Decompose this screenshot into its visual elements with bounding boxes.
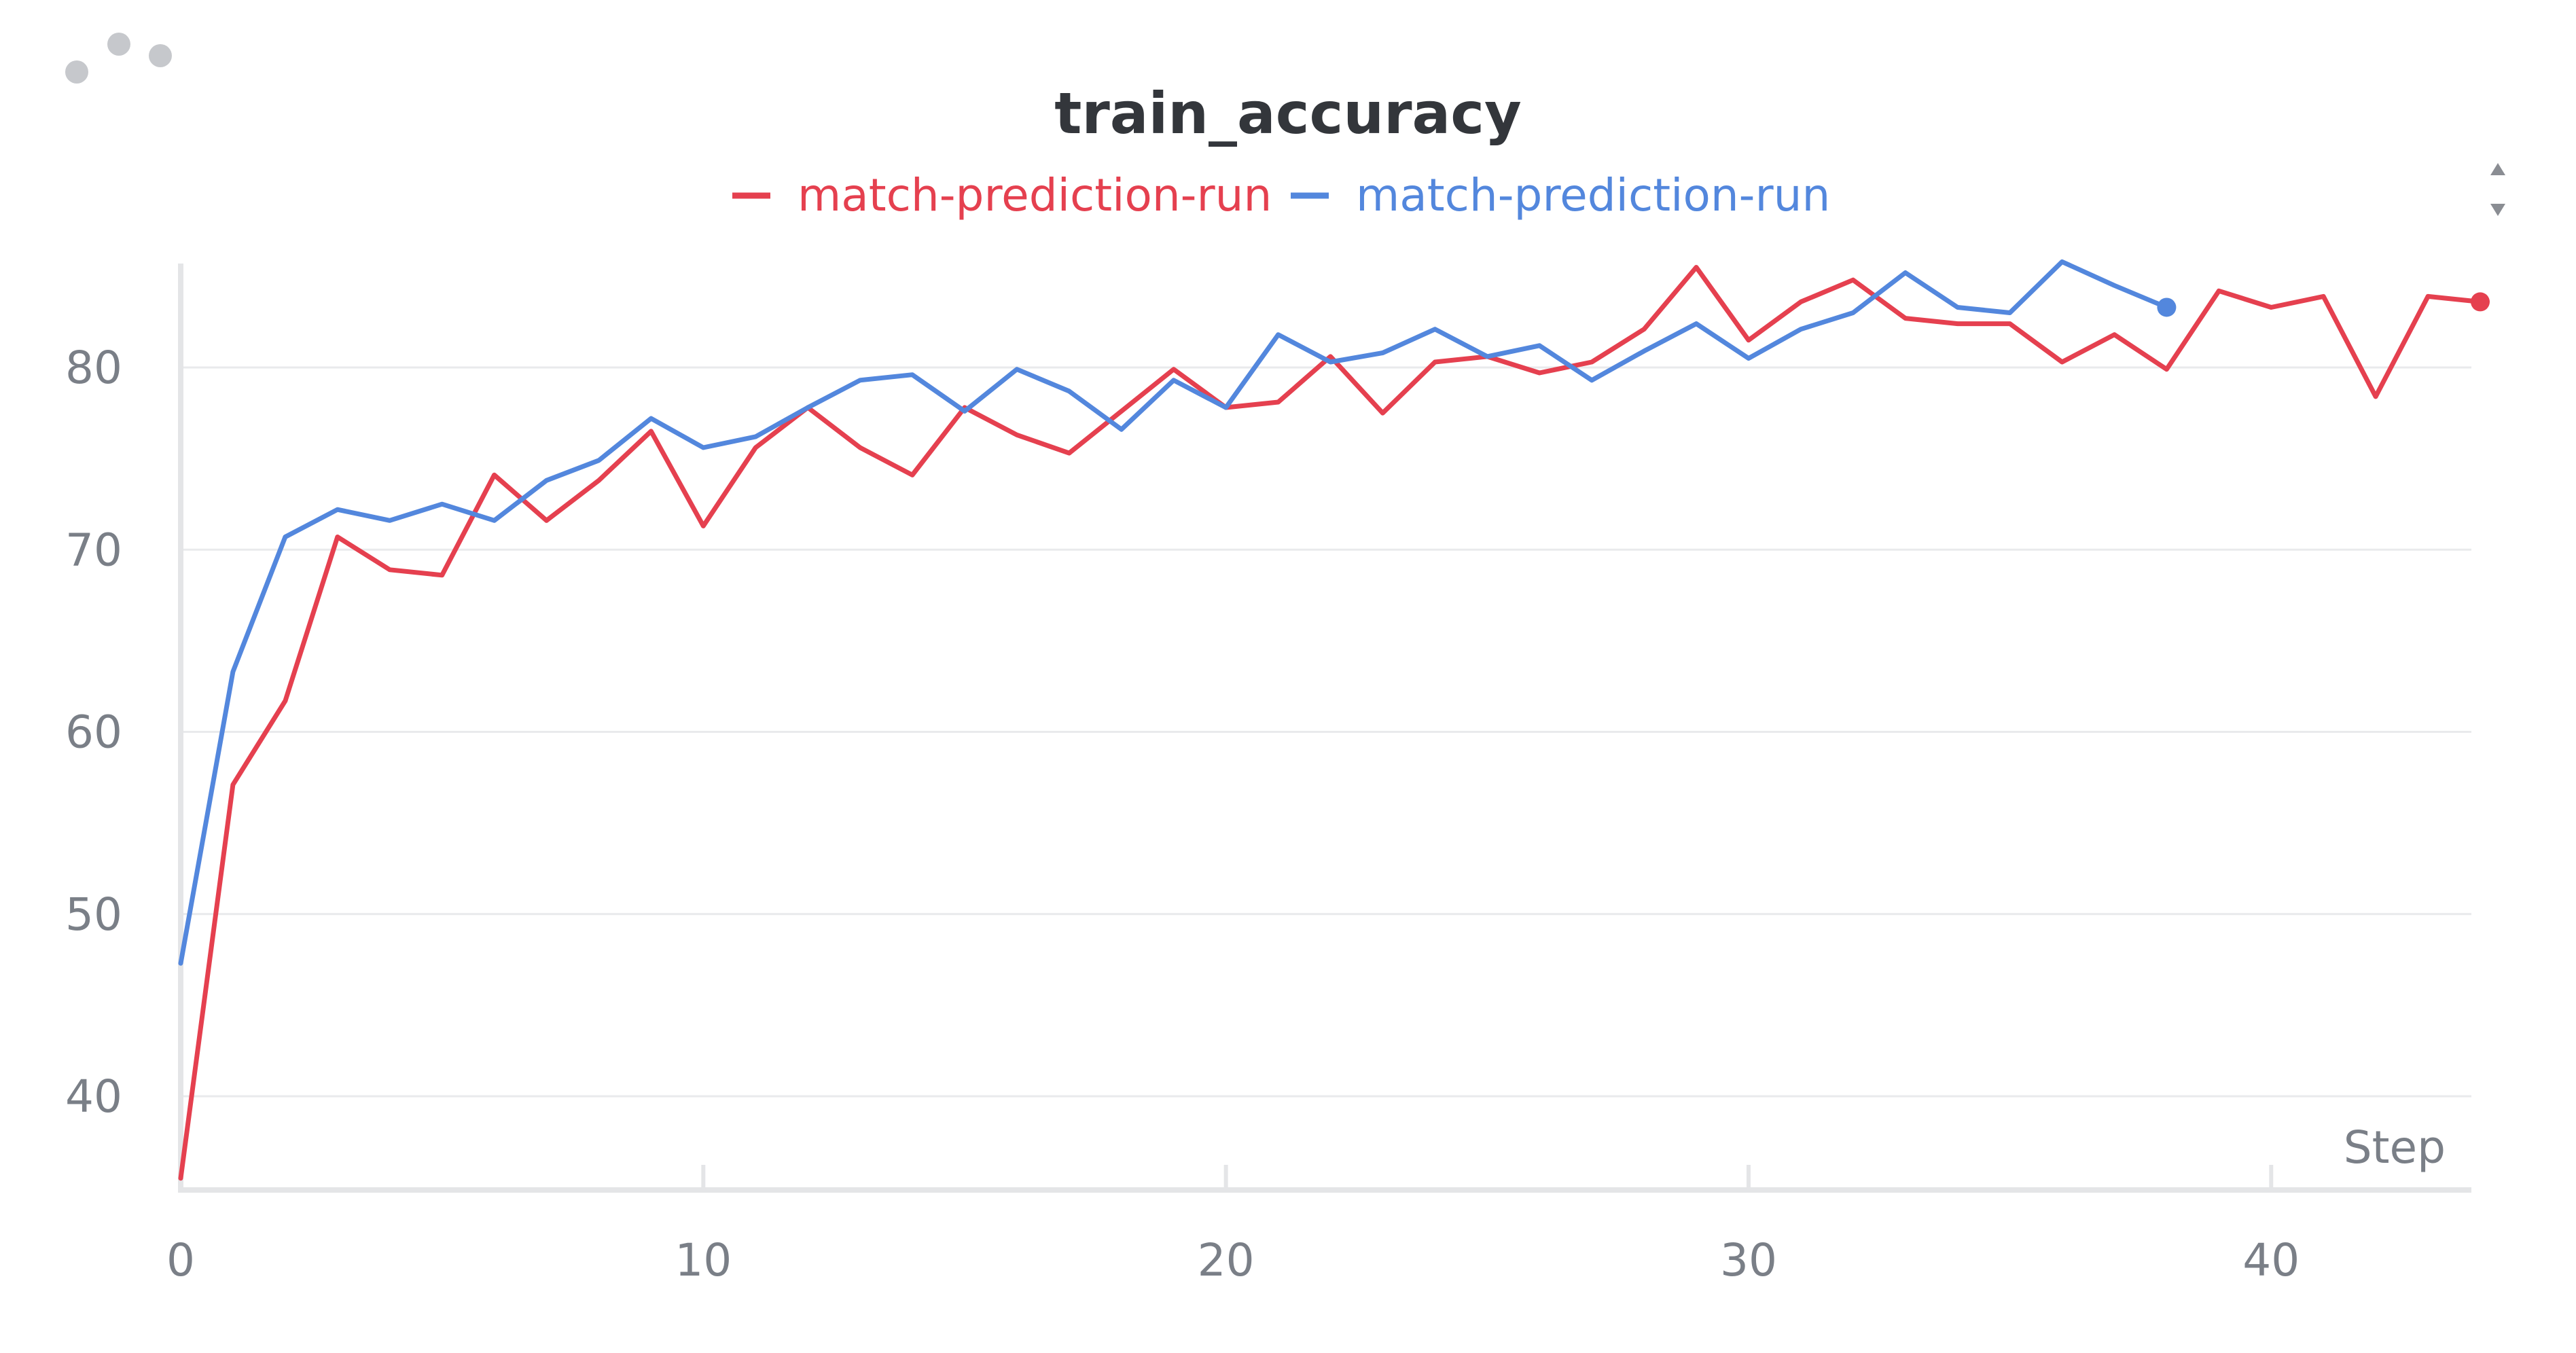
- y-tick-label-70: 70: [65, 524, 122, 576]
- sort-arrows-icon[interactable]: [2490, 163, 2505, 216]
- series-line-1[interactable]: [178, 265, 2483, 1181]
- x-tick-label-0: 0: [166, 1234, 195, 1286]
- x-tick-label-40: 40: [2242, 1234, 2300, 1286]
- x-tick-label-10: 10: [675, 1234, 732, 1286]
- chart-title: train_accuracy: [1054, 80, 1522, 147]
- ellipsis-icon[interactable]: [65, 33, 172, 84]
- legend-label-1: match-prediction-run: [798, 169, 1272, 221]
- x-tick-label-30: 30: [1720, 1234, 1777, 1286]
- x-axis-label: Step: [2344, 1121, 2446, 1174]
- y-tick-label-40: 40: [65, 1070, 122, 1123]
- y-ticks: 40 50 60 70 80: [65, 342, 122, 1123]
- series-layer: [178, 259, 2490, 1181]
- y-tick-label-50: 50: [65, 888, 122, 941]
- x-tick-label-20: 20: [1198, 1234, 1255, 1286]
- legend-item-1[interactable]: match-prediction-run: [732, 169, 1272, 221]
- series-line-2[interactable]: [178, 259, 2169, 966]
- y-tick-label-60: 60: [65, 706, 122, 759]
- grid: [183, 366, 2471, 1098]
- x-ticks: 0 10 20 30 40: [166, 1165, 2300, 1286]
- series-end-marker-2[interactable]: [2157, 297, 2177, 317]
- legend-label-2: match-prediction-run: [1356, 169, 1830, 221]
- legend-item-2[interactable]: match-prediction-run: [1291, 169, 1830, 221]
- y-tick-label-80: 80: [65, 342, 122, 394]
- legend: match-prediction-run match-prediction-ru…: [732, 169, 1830, 221]
- series-end-marker-1[interactable]: [2471, 292, 2490, 312]
